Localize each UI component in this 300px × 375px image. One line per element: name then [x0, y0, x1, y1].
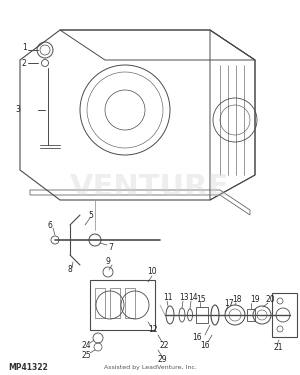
Text: VENTURE: VENTURE	[70, 172, 230, 201]
Text: 1: 1	[22, 44, 27, 52]
Bar	[247, 309, 255, 321]
Text: Assisted by LeadVenture, Inc.: Assisted by LeadVenture, Inc.	[103, 364, 196, 369]
Text: 15: 15	[196, 296, 206, 304]
Text: 2: 2	[22, 58, 27, 68]
Text: 25: 25	[82, 351, 92, 360]
Text: 21: 21	[274, 344, 284, 352]
Text: 11: 11	[163, 294, 172, 303]
Text: 13: 13	[179, 294, 189, 303]
Text: MP41322: MP41322	[8, 363, 48, 372]
Text: 29: 29	[158, 356, 168, 364]
Text: 20: 20	[265, 296, 274, 304]
Text: 16: 16	[192, 333, 202, 342]
Bar	[125, 288, 135, 318]
Text: 18: 18	[232, 296, 242, 304]
Bar	[95, 288, 105, 318]
Text: 22: 22	[160, 340, 169, 350]
Text: 16: 16	[200, 340, 210, 350]
Text: 24: 24	[82, 340, 92, 350]
Bar	[196, 307, 208, 323]
Text: 3: 3	[15, 105, 20, 114]
Text: 12: 12	[148, 326, 158, 334]
Bar	[110, 288, 120, 318]
Text: 14: 14	[188, 294, 198, 303]
Text: 7: 7	[108, 243, 113, 252]
Text: 6: 6	[48, 220, 53, 230]
Text: 9: 9	[105, 258, 110, 267]
Text: 17: 17	[224, 300, 234, 309]
Text: 19: 19	[250, 296, 260, 304]
Text: 8: 8	[68, 266, 73, 274]
Text: 5: 5	[88, 210, 93, 219]
Text: 10: 10	[147, 267, 157, 276]
